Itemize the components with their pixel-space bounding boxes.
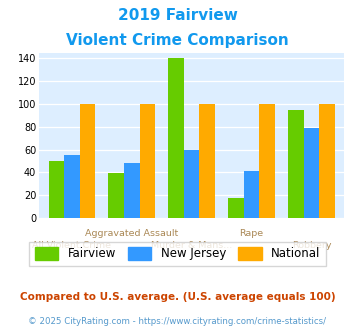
Bar xyxy=(260,104,275,218)
Bar xyxy=(124,163,140,218)
Bar xyxy=(184,149,200,218)
Text: All Violent Crime: All Violent Crime xyxy=(32,242,111,250)
Bar xyxy=(109,174,124,218)
Bar xyxy=(168,58,184,218)
Bar xyxy=(49,161,64,218)
Text: Rape: Rape xyxy=(240,229,264,238)
Text: Compared to U.S. average. (U.S. average equals 100): Compared to U.S. average. (U.S. average … xyxy=(20,292,335,302)
Bar xyxy=(228,198,244,218)
Text: Violent Crime Comparison: Violent Crime Comparison xyxy=(66,33,289,48)
Text: 2019 Fairview: 2019 Fairview xyxy=(118,8,237,23)
Bar xyxy=(200,104,215,218)
Legend: Fairview, New Jersey, National: Fairview, New Jersey, National xyxy=(29,242,326,266)
Text: © 2025 CityRating.com - https://www.cityrating.com/crime-statistics/: © 2025 CityRating.com - https://www.city… xyxy=(28,317,327,326)
Text: Aggravated Assault: Aggravated Assault xyxy=(85,229,179,238)
Bar xyxy=(140,104,155,218)
Bar xyxy=(319,104,335,218)
Text: Murder & Mans...: Murder & Mans... xyxy=(151,242,232,250)
Bar xyxy=(304,128,319,218)
Bar xyxy=(64,155,80,218)
Bar xyxy=(80,104,95,218)
Text: Robbery: Robbery xyxy=(292,242,331,250)
Bar xyxy=(244,171,260,218)
Bar xyxy=(288,110,304,218)
